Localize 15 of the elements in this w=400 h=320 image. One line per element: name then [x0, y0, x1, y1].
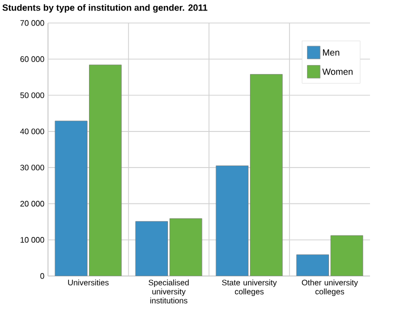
y-tick-label: 70 000	[20, 20, 44, 26]
y-tick-label: 60 000	[20, 56, 44, 62]
y-tick-label: 40 000	[20, 128, 44, 134]
x-tick-label: Universities	[68, 280, 109, 286]
x-tick-label: Other university colleges	[302, 280, 358, 296]
x-tick-label: State university colleges	[222, 280, 277, 296]
y-tick-label: 0	[40, 273, 44, 279]
legend-label: Men	[323, 49, 340, 56]
legend-label: Women	[322, 68, 353, 75]
y-tick-label: 50 000	[20, 92, 44, 98]
x-tick-label: Specialised university institutions	[148, 280, 189, 304]
y-tick-label: 30 000	[20, 164, 44, 170]
y-tick-label: 20 000	[20, 200, 44, 207]
chart-title: Students by type of institution and gender. 2011	[2, 4, 208, 13]
y-tick-label: 10 000	[20, 237, 44, 243]
